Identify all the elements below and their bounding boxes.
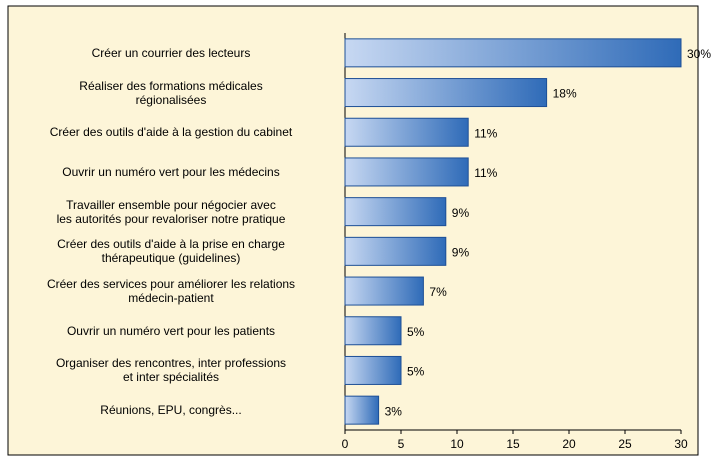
category-label: Travailler ensemble pour négocier avec l… xyxy=(56,197,286,226)
bar xyxy=(344,78,548,108)
category-label: Créer des services pour améliorer les re… xyxy=(46,277,296,306)
category-label: Créer un courrier des lecteurs xyxy=(91,45,251,60)
value-label: 11% xyxy=(474,166,497,180)
category-label: Réunions, EPU, congrès... xyxy=(100,403,242,418)
x-tick-label: 0 xyxy=(342,437,349,451)
value-label: 5% xyxy=(407,325,425,339)
category-label: Créer des outils d'aide à la gestion du … xyxy=(49,125,293,140)
value-label: 5% xyxy=(407,365,425,379)
x-tick-label: 25 xyxy=(618,437,632,451)
value-label: 3% xyxy=(385,404,403,418)
bar xyxy=(344,316,402,346)
value-label: 30% xyxy=(687,47,711,61)
bar xyxy=(344,355,402,385)
value-label: 9% xyxy=(452,246,470,260)
value-label: 9% xyxy=(452,206,470,220)
x-tick-label: 10 xyxy=(450,437,464,451)
x-tick-label: 5 xyxy=(398,437,405,451)
bar xyxy=(344,236,447,266)
category-label: Réaliser des formations médicales région… xyxy=(79,78,263,107)
category-label: Ouvrir un numéro vert pour les patients xyxy=(66,323,276,338)
x-tick-label: 15 xyxy=(506,437,520,451)
x-tick-label: 30 xyxy=(674,437,688,451)
value-label: 7% xyxy=(429,285,447,299)
chart-frame xyxy=(7,5,699,456)
bar xyxy=(344,117,469,147)
bar xyxy=(344,395,380,425)
bar xyxy=(344,157,469,187)
category-label: Organiser des rencontres, inter professi… xyxy=(55,356,287,385)
bar xyxy=(344,38,682,68)
value-label: 11% xyxy=(474,126,497,140)
category-label: Ouvrir un numéro vert pour les médecins xyxy=(62,164,280,179)
value-label: 18% xyxy=(553,87,577,101)
x-tick-label: 20 xyxy=(562,437,576,451)
category-label: Créer des outils d'aide à la prise en ch… xyxy=(57,237,285,266)
bar xyxy=(344,197,447,227)
bar xyxy=(344,276,424,306)
